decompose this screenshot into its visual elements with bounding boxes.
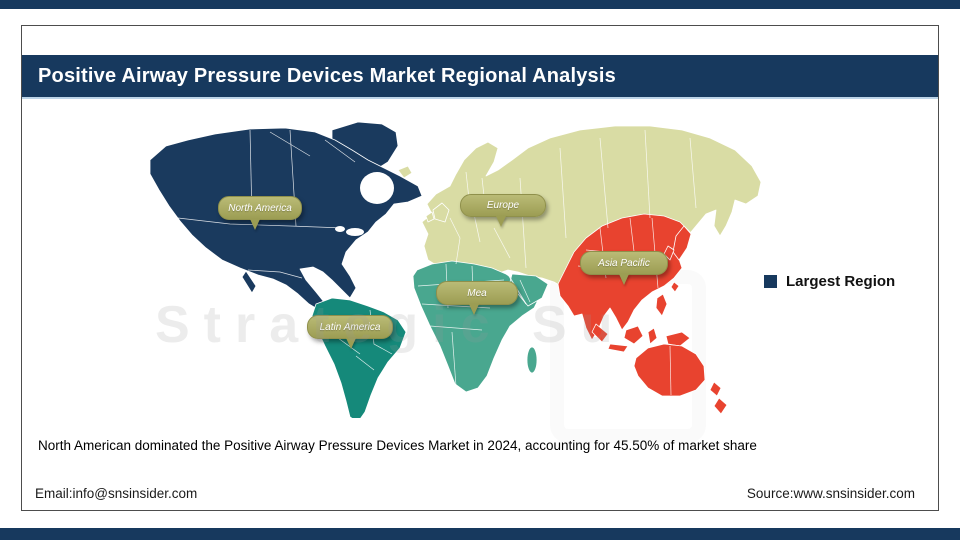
top-accent-strip bbox=[0, 0, 960, 9]
title-bar: Positive Airway Pressure Devices Market … bbox=[22, 55, 938, 99]
legend: Largest Region bbox=[764, 273, 895, 290]
tag-asia-pacific: Asia Pacific bbox=[580, 251, 668, 275]
bottom-accent-strip bbox=[0, 528, 960, 540]
legend-label: Largest Region bbox=[786, 273, 896, 290]
world-map-svg bbox=[149, 121, 762, 418]
tag-latin-america: Latin America bbox=[307, 315, 393, 339]
tag-europe-label: Europe bbox=[486, 200, 520, 211]
tag-mea-label: Mea bbox=[467, 287, 487, 299]
tag-north-america-label: North America bbox=[228, 202, 292, 214]
tag-latin-america-label: Latin America bbox=[319, 321, 381, 333]
tag-mea: Mea bbox=[436, 281, 518, 305]
analysis-text: North American dominated the Positive Ai… bbox=[38, 438, 757, 453]
tag-asia-pacific-label: Asia Pacific bbox=[598, 257, 650, 269]
footer-email: Email:info@snsinsider.com bbox=[35, 486, 198, 501]
footer-source: Source:www.snsinsider.com bbox=[746, 486, 915, 501]
page-title: Positive Airway Pressure Devices Market … bbox=[38, 64, 616, 87]
tag-north-america: North America bbox=[218, 196, 302, 220]
legend-swatch bbox=[764, 275, 777, 288]
region-asia-pacific bbox=[557, 213, 728, 415]
world-map bbox=[130, 118, 770, 443]
tag-europe: Europe bbox=[460, 194, 546, 217]
